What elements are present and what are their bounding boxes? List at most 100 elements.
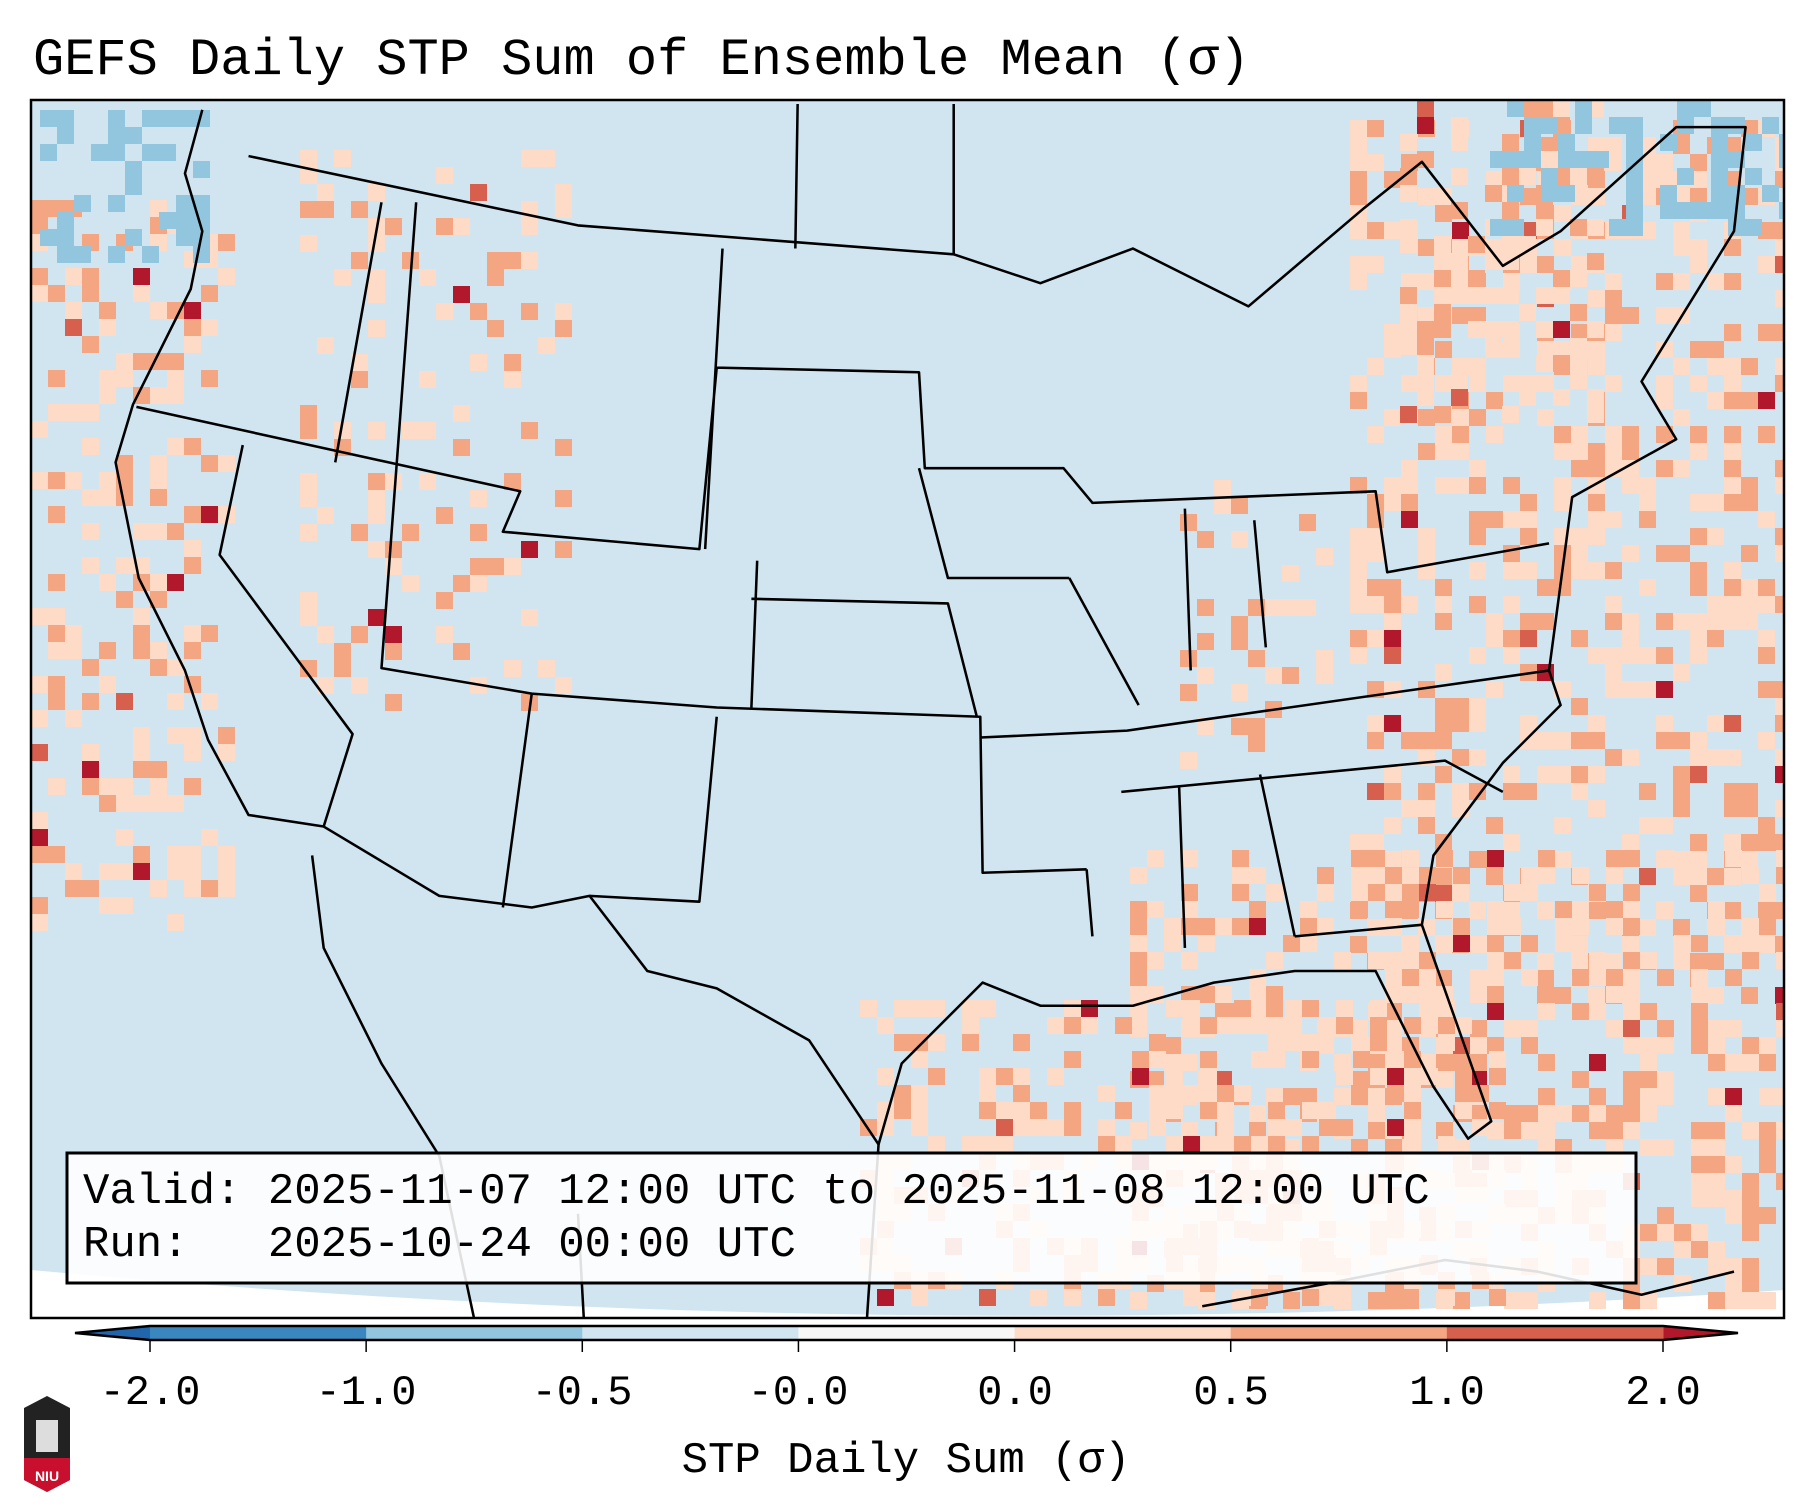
grid-cell	[167, 302, 184, 319]
grid-cell	[1623, 1105, 1640, 1122]
grid-cell	[1605, 511, 1622, 528]
grid-cell	[1183, 1085, 1200, 1102]
grid-cell	[1417, 321, 1434, 338]
grid-cell	[167, 914, 184, 931]
grid-cell	[48, 693, 65, 710]
grid-cell	[334, 643, 351, 660]
grid-cell	[1571, 732, 1588, 749]
grid-cell	[150, 778, 167, 795]
grid-cell	[1558, 151, 1575, 168]
grid-cell	[1657, 1071, 1674, 1088]
grid-cell	[979, 1000, 996, 1017]
grid-cell	[487, 320, 504, 337]
grid-cell	[436, 167, 453, 184]
grid-cell	[1317, 1037, 1334, 1054]
grid-cell	[1249, 1122, 1266, 1139]
grid-cell	[1674, 1241, 1691, 1258]
grid-cell	[1149, 1085, 1166, 1102]
grid-cell	[142, 246, 159, 263]
grid-cell	[1537, 902, 1554, 919]
grid-cell	[1435, 698, 1452, 715]
grid-cell	[1249, 918, 1266, 935]
grid-cell	[1639, 222, 1656, 239]
grid-cell	[1707, 630, 1724, 647]
grid-cell	[125, 127, 142, 144]
grid-cell	[1384, 681, 1401, 698]
grid-cell	[996, 1102, 1013, 1119]
grid-cell	[1656, 171, 1673, 188]
grid-cell	[99, 370, 116, 387]
grid-cell	[487, 269, 504, 286]
grid-cell	[1690, 171, 1707, 188]
grid-cell	[1728, 185, 1745, 202]
grid-cell	[1081, 1017, 1098, 1034]
grid-cell	[1775, 698, 1784, 715]
grid-cell	[1266, 952, 1283, 969]
grid-cell	[1400, 406, 1417, 423]
grid-cell	[1438, 1289, 1455, 1306]
grid-cell	[436, 626, 453, 643]
grid-cell	[1725, 1275, 1742, 1292]
grid-cell	[1690, 443, 1707, 460]
grid-cell	[1657, 1020, 1674, 1037]
colorbar-segment	[150, 1326, 367, 1340]
grid-cell	[1741, 477, 1758, 494]
grid-cell	[1419, 867, 1436, 884]
grid-cell	[1452, 307, 1469, 324]
grid-cell	[184, 540, 201, 557]
grid-cell	[317, 507, 334, 524]
grid-cell	[1438, 1017, 1455, 1034]
grid-cell	[1064, 1017, 1081, 1034]
grid-cell	[184, 336, 201, 353]
grid-cell	[385, 694, 402, 711]
grid-cell	[1741, 834, 1758, 851]
grid-cell	[99, 676, 116, 693]
grid-cell	[167, 863, 184, 880]
grid-cell	[1234, 1136, 1251, 1153]
grid-cell	[894, 1102, 911, 1119]
grid-cell	[1656, 460, 1673, 477]
grid-cell	[1487, 850, 1504, 867]
grid-cell	[962, 1017, 979, 1034]
grid-cell	[962, 1136, 979, 1153]
grid-cell	[1657, 850, 1674, 867]
grid-cell	[1725, 850, 1742, 867]
grid-cell	[1724, 324, 1741, 341]
grid-cell	[116, 557, 133, 574]
grid-cell	[1626, 219, 1643, 236]
grid-cell	[877, 1289, 894, 1306]
grid-cell	[1231, 684, 1248, 701]
colorbar-label: STP Daily Sum (σ)	[682, 1436, 1131, 1486]
grid-cell	[1198, 918, 1215, 935]
grid-cell	[1435, 188, 1452, 205]
grid-cell	[1115, 1102, 1132, 1119]
grid-cell	[1622, 749, 1639, 766]
grid-cell	[1232, 884, 1249, 901]
grid-cell	[1606, 1122, 1623, 1139]
grid-cell	[555, 439, 572, 456]
grid-cell	[1742, 1122, 1759, 1139]
grid-cell	[385, 643, 402, 660]
grid-cell	[1251, 1017, 1268, 1034]
grid-cell	[1452, 885, 1469, 902]
grid-cell	[1776, 1173, 1784, 1190]
grid-cell	[1231, 531, 1248, 548]
grid-cell	[1707, 868, 1724, 885]
grid-cell	[1776, 952, 1784, 969]
colorbar-tick-label: -2.0	[100, 1369, 201, 1417]
grid-cell	[1215, 986, 1232, 1003]
grid-cell	[1606, 918, 1623, 935]
grid-cell	[1605, 137, 1622, 154]
grid-cell	[402, 575, 419, 592]
grid-cell	[184, 625, 201, 642]
grid-cell	[1742, 1190, 1759, 1207]
grid-cell	[1724, 477, 1741, 494]
grid-cell	[1691, 1224, 1708, 1241]
grid-cell	[1571, 698, 1588, 715]
grid-cell	[1606, 1020, 1623, 1037]
grid-cell	[1130, 867, 1147, 884]
colorbar-tick-label: 2.0	[1625, 1369, 1701, 1417]
grid-cell	[40, 229, 57, 246]
grid-cell	[962, 1000, 979, 1017]
grid-cell	[1183, 1017, 1200, 1034]
